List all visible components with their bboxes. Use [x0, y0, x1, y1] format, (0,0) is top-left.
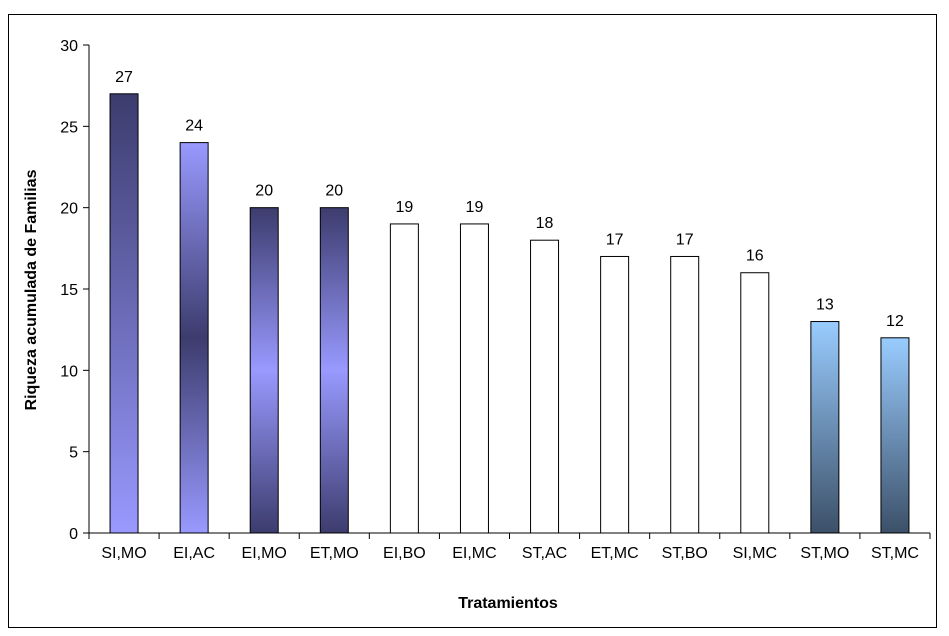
data-label: 17 — [606, 231, 624, 248]
x-tick-label: ST,MC — [871, 545, 919, 562]
x-axis-ticks: SI,MO EI,AC EI,MO ET,MO EI,BO EI,MC ST,AC ET,MC… — [88, 533, 931, 562]
x-tick-label: ET,MC — [591, 545, 639, 562]
y-tick-label: 30 — [60, 38, 78, 55]
y-tick-label: 15 — [60, 282, 78, 299]
bar-si-mc — [740, 272, 770, 534]
data-label: 19 — [466, 199, 484, 216]
y-axis-title: Riqueza acumulada de Familias — [23, 169, 40, 410]
x-tick-label: ET,MO — [310, 545, 359, 562]
data-label: 24 — [185, 118, 203, 135]
data-label: 17 — [676, 231, 694, 248]
data-labels: 27 24 20 20 19 19 18 17 17 16 13 12 — [115, 69, 904, 330]
x-tick-label: EI,BO — [383, 545, 426, 562]
x-tick-label: EI,MC — [452, 545, 496, 562]
bars — [109, 93, 910, 534]
x-tick-label: SI,MO — [101, 545, 146, 562]
data-label: 19 — [395, 199, 413, 216]
data-label: 20 — [325, 183, 343, 200]
y-tick-label: 25 — [60, 119, 78, 136]
x-tick-label: ST,MO — [800, 545, 849, 562]
bar-st-ac — [530, 239, 560, 534]
data-label: 12 — [886, 313, 904, 330]
bar-st-mc — [880, 337, 910, 534]
bar-et-mc — [600, 255, 630, 534]
bar-ei-bo — [389, 223, 419, 534]
y-tick-label: 5 — [69, 445, 78, 462]
bar-ei-mc — [459, 223, 489, 534]
data-label: 20 — [255, 183, 273, 200]
bar-si-mo — [109, 93, 139, 534]
x-tick-label: ST,BO — [662, 545, 708, 562]
bar-ei-mo — [249, 207, 279, 534]
data-label: 16 — [746, 248, 764, 265]
y-tick-label: 0 — [69, 526, 78, 543]
y-axis-ticks: 0 5 10 15 20 25 30 — [60, 38, 89, 543]
x-tick-label: EI,AC — [173, 545, 215, 562]
bar-ei-ac — [179, 142, 209, 534]
data-label: 27 — [115, 69, 133, 86]
y-tick-label: 20 — [60, 201, 78, 218]
bar-st-mo — [810, 321, 840, 534]
x-tick-label: ST,AC — [522, 545, 567, 562]
x-tick-label: SI,MC — [733, 545, 777, 562]
x-tick-label: EI,MO — [242, 545, 287, 562]
data-label: 13 — [816, 297, 834, 314]
y-tick-label: 10 — [60, 363, 78, 380]
bar-et-mo — [319, 207, 349, 534]
x-axis-title: Tratamientos — [458, 595, 558, 612]
bar-st-bo — [670, 255, 700, 534]
data-label: 18 — [536, 215, 554, 232]
